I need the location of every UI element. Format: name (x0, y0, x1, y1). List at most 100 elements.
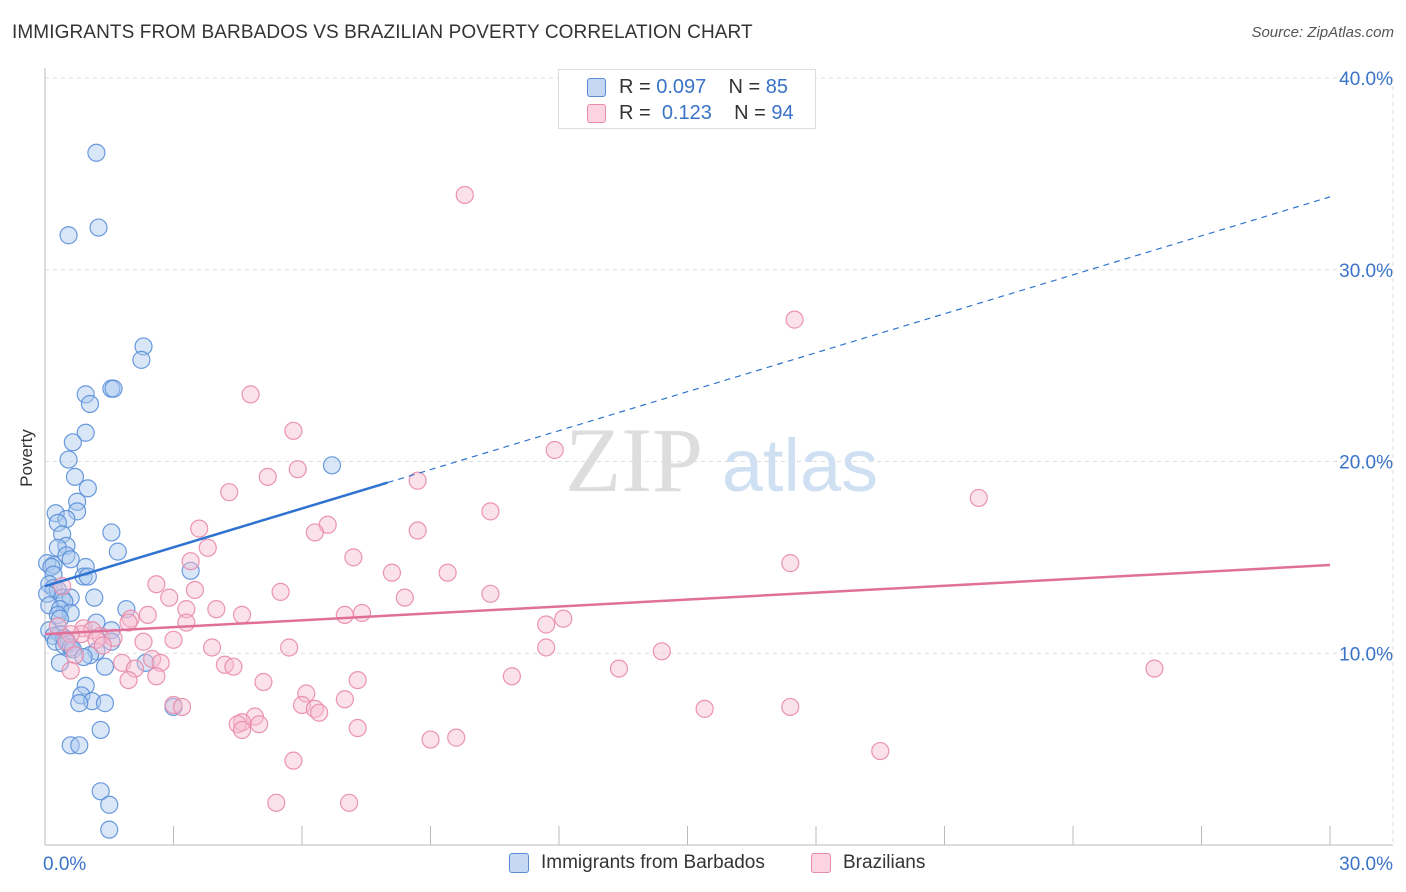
data-point (348, 670, 367, 690)
data-point (395, 588, 414, 607)
data-point (59, 450, 78, 469)
data-point (76, 676, 95, 695)
data-point (89, 218, 108, 237)
data-point (609, 659, 629, 678)
data-point (305, 523, 324, 542)
data-point (134, 337, 153, 356)
legend-r-label: R = (619, 76, 651, 98)
series-brazilians (48, 185, 1164, 812)
data-point (100, 795, 119, 814)
data-point (241, 385, 260, 404)
series-legend: Immigrants from Barbados Brazilians (0, 852, 1406, 878)
legend-n-value: 85 (765, 76, 789, 98)
data-point (91, 782, 110, 801)
data-point (65, 467, 85, 486)
x-tick-label: 0.0% (43, 854, 86, 875)
data-point (108, 542, 127, 561)
data-point (185, 580, 205, 600)
data-point (288, 460, 307, 479)
data-point (335, 690, 354, 709)
data-point (1145, 659, 1164, 678)
data-point (254, 672, 273, 692)
data-point (781, 697, 800, 717)
data-point (48, 513, 67, 532)
data-point (68, 492, 87, 511)
y-tick-label: 30.0% (1339, 261, 1393, 282)
data-point (481, 584, 500, 603)
data-point (408, 471, 427, 490)
legend-swatch-blue (587, 78, 606, 97)
y-tick-label: 10.0% (1339, 644, 1393, 665)
data-point (322, 456, 342, 475)
legend-swatch-pink (587, 104, 606, 123)
x-tick-label: 30.0% (1339, 854, 1393, 875)
legend-label-brazilians: Brazilians (843, 852, 926, 873)
data-point (76, 423, 95, 442)
data-point (95, 694, 115, 713)
data-point (198, 538, 217, 557)
data-point (408, 521, 427, 540)
legend-label-barbados: Immigrants from Barbados (541, 852, 765, 873)
data-point (284, 421, 303, 440)
data-point (280, 638, 299, 657)
data-point (258, 467, 277, 486)
data-point (190, 519, 209, 538)
data-point (59, 226, 78, 245)
data-point (271, 582, 290, 601)
data-point (267, 793, 286, 812)
data-point (70, 736, 89, 755)
data-point (142, 649, 162, 669)
tick-labels: 10.0% 20.0% 30.0% 40.0% 0.0% 30.0% (43, 69, 1393, 875)
data-point (93, 636, 112, 655)
grid-lines (45, 77, 1394, 845)
axes (44, 68, 1393, 846)
y-tick-label: 20.0% (1339, 453, 1393, 474)
data-point (207, 600, 226, 619)
data-point (695, 699, 714, 718)
data-point (61, 550, 80, 569)
data-point (61, 661, 80, 680)
data-point (781, 554, 800, 573)
data-point (481, 502, 500, 521)
data-point (104, 379, 123, 398)
legend-r-label: R = (619, 102, 651, 124)
data-point (335, 605, 354, 625)
legend-r-value: 0.097 (656, 76, 707, 98)
data-point (220, 483, 239, 502)
data-point (232, 605, 252, 625)
data-point (134, 632, 153, 651)
data-point (340, 793, 359, 812)
data-point (80, 646, 100, 665)
data-point (310, 703, 329, 722)
data-point (537, 638, 556, 657)
legend-r-value: 0.123 (661, 102, 712, 124)
data-point (87, 143, 106, 162)
data-point (147, 667, 166, 686)
data-point (181, 561, 200, 580)
legend-n-label: N = (728, 76, 761, 98)
data-point (78, 479, 97, 498)
data-point (447, 728, 466, 747)
data-point (181, 552, 200, 571)
legend-n-label: N = (734, 102, 766, 124)
watermark: ZIP atlas (565, 409, 878, 511)
data-point (297, 684, 316, 703)
trend-line-blue (44, 481, 389, 588)
legend-swatch-barbados (509, 853, 529, 873)
data-point (554, 609, 573, 628)
watermark-zip: ZIP (565, 409, 703, 511)
data-point (91, 720, 110, 740)
data-point (119, 670, 138, 690)
data-point (80, 394, 100, 414)
data-point (53, 525, 72, 544)
data-point (117, 600, 136, 619)
data-point (177, 600, 196, 619)
data-point (65, 646, 85, 665)
legend-n-value: 94 (771, 102, 794, 124)
data-point (132, 350, 151, 369)
data-point (177, 613, 196, 632)
data-point (70, 694, 89, 713)
trend-line-pink (44, 563, 1331, 636)
data-point (344, 548, 363, 567)
data-point (63, 433, 82, 452)
